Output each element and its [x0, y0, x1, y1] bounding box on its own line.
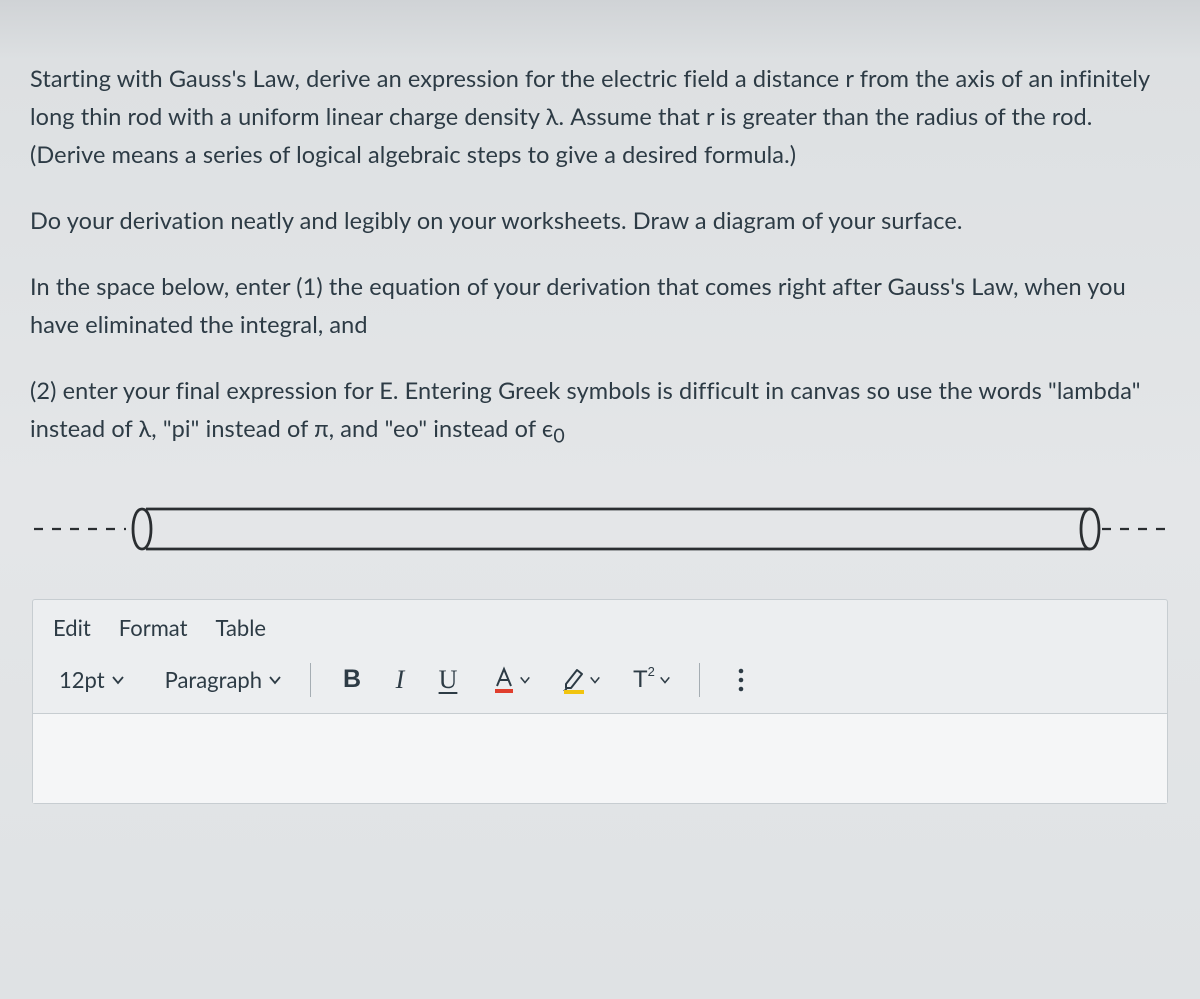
question-para-2: Do your derivation neatly and legibly on…: [30, 202, 1170, 240]
epsilon-symbol: є: [542, 415, 553, 443]
chevron-down-icon: [519, 674, 533, 688]
superscript-button[interactable]: T2: [627, 666, 679, 694]
block-type-select[interactable]: Paragraph: [157, 662, 290, 697]
more-options-button[interactable]: [720, 661, 762, 699]
highlight-color-button[interactable]: [555, 666, 609, 694]
chevron-down-icon: [268, 673, 282, 687]
bold-button[interactable]: B: [331, 661, 373, 699]
toolbar-divider: [699, 663, 700, 697]
menu-edit[interactable]: Edit: [53, 614, 91, 641]
more-vertical-icon: [737, 667, 745, 693]
text-color-icon: [491, 666, 517, 694]
superscript-exp: 2: [648, 664, 655, 679]
chevron-down-icon: [111, 673, 125, 687]
italic-button[interactable]: I: [379, 661, 421, 699]
editor-menubar: Edit Format Table: [33, 600, 1167, 653]
block-type-label: Paragraph: [165, 666, 262, 693]
question-para-4-prefix: (2) enter your final expression for E. E…: [30, 377, 1141, 443]
highlight-icon: [561, 666, 587, 694]
page-root: Starting with Gauss's Law, derive an exp…: [0, 0, 1200, 999]
question-para-1: Starting with Gauss's Law, derive an exp…: [30, 60, 1170, 174]
rich-text-editor: Edit Format Table 12pt Paragraph B I U: [32, 599, 1168, 804]
chevron-down-icon: [589, 674, 603, 688]
rod-diagram: [30, 501, 1170, 561]
font-size-label: 12pt: [59, 666, 105, 693]
question-block: Starting with Gauss's Law, derive an exp…: [30, 60, 1170, 453]
question-para-4: (2) enter your final expression for E. E…: [30, 372, 1170, 452]
epsilon-subscript: 0: [553, 425, 564, 448]
superscript-t: T: [633, 666, 648, 694]
toolbar-divider: [310, 663, 311, 697]
font-size-select[interactable]: 12pt: [51, 662, 133, 697]
text-color-button[interactable]: [485, 666, 539, 694]
superscript-icon: T2: [633, 666, 655, 694]
menu-format[interactable]: Format: [119, 614, 188, 641]
editor-toolbar: 12pt Paragraph B I U: [33, 653, 1167, 713]
editor-content-area[interactable]: [33, 713, 1167, 803]
menu-table[interactable]: Table: [215, 614, 266, 641]
underline-button[interactable]: U: [427, 661, 469, 699]
question-para-3: In the space below, enter (1) the equati…: [30, 268, 1170, 344]
chevron-down-icon: [659, 674, 673, 688]
